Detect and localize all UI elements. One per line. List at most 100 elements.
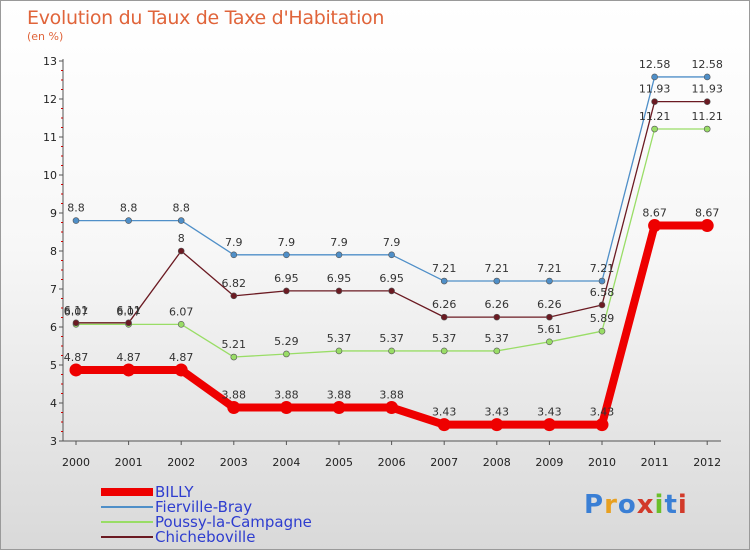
data-label: 7.21 (432, 262, 457, 275)
legend-swatch (101, 521, 153, 523)
data-point (230, 353, 238, 361)
legend-item: Poussy-la-Campagne (101, 513, 361, 531)
data-point (283, 287, 290, 295)
data-point (440, 347, 448, 355)
data-label: 8.67 (695, 207, 720, 220)
y-tick-label: 6 (50, 321, 57, 334)
x-tick-label: 2004 (272, 456, 300, 469)
data-point (598, 327, 606, 335)
legend-item: BILLY (101, 483, 361, 501)
data-label: 3.43 (537, 406, 562, 419)
data-point (177, 217, 185, 224)
data-point (69, 363, 83, 377)
data-point (437, 418, 451, 432)
y-tick-label: 10 (43, 169, 57, 182)
data-label: 8 (178, 232, 185, 245)
data-label: 5.61 (537, 323, 562, 336)
data-label: 6.26 (537, 298, 562, 311)
data-point (227, 401, 241, 415)
x-tick-label: 2011 (641, 456, 669, 469)
data-point (388, 347, 395, 355)
y-tick-label: 8 (50, 245, 57, 258)
x-tick-label: 2005 (325, 456, 353, 469)
data-label: 8.67 (642, 207, 667, 220)
data-point (440, 313, 448, 321)
x-tick-label: 2009 (535, 456, 563, 469)
brand-logo: Proxiti (584, 490, 688, 520)
data-point (332, 401, 346, 415)
data-point (125, 217, 132, 224)
data-point (388, 251, 395, 259)
data-label: 5.21 (222, 338, 247, 351)
data-point (598, 277, 606, 285)
data-label: 6.11 (116, 304, 141, 317)
data-label: 6.26 (485, 298, 510, 311)
data-label: 6.95 (274, 272, 299, 285)
legend-swatch (101, 488, 153, 496)
data-label: 7.21 (485, 262, 510, 275)
brand-letter: i (677, 490, 688, 520)
data-label: 6.82 (222, 277, 247, 290)
data-point (385, 401, 399, 415)
data-label: 6.07 (116, 305, 141, 318)
y-tick-label: 9 (50, 207, 57, 220)
x-tick-label: 2002 (167, 456, 195, 469)
data-label: 5.37 (485, 332, 510, 345)
data-label: 12.58 (691, 58, 723, 71)
brand-letter: o (617, 490, 637, 520)
data-label: 11.21 (691, 110, 723, 123)
data-point (283, 251, 290, 259)
x-tick-label: 2010 (588, 456, 616, 469)
data-label: 5.37 (432, 332, 457, 345)
series-line-fierville-bray (76, 76, 708, 282)
data-label: 3.88 (379, 389, 404, 402)
legend-label: Fierville-Bray (155, 498, 253, 516)
data-label: 5.37 (379, 332, 404, 345)
data-label: 6.26 (432, 298, 457, 311)
legend-label: Poussy-la-Campagne (155, 513, 312, 531)
data-label: 7.9 (278, 236, 296, 249)
data-point (648, 219, 662, 233)
data-label: 11.93 (639, 83, 671, 96)
x-tick-label: 2007 (430, 456, 458, 469)
data-point (546, 313, 553, 321)
data-label: 8.8 (172, 202, 190, 215)
data-point (72, 217, 80, 224)
data-point (335, 347, 343, 355)
brand-letter: r (604, 490, 618, 520)
brand-letter: P (584, 490, 605, 520)
data-point (651, 125, 658, 133)
data-point (440, 277, 448, 285)
brand-letter: i (654, 490, 665, 520)
data-label: 11.93 (691, 83, 723, 96)
data-point (177, 247, 185, 255)
data-point (388, 287, 395, 295)
x-tick-label: 2006 (378, 456, 406, 469)
y-tick-label: 7 (50, 283, 57, 296)
y-tick-label: 5 (50, 359, 57, 372)
data-label: 6.95 (379, 272, 404, 285)
data-label: 3.43 (432, 406, 457, 419)
data-label: 6.07 (169, 305, 194, 318)
x-tick-label: 2001 (115, 456, 143, 469)
data-label: 3.43 (485, 406, 510, 419)
legend-label: BILLY (155, 483, 194, 501)
data-point (72, 319, 80, 327)
data-point (651, 73, 658, 81)
data-label: 7.21 (537, 262, 562, 275)
legend-label: Chicheboville (155, 528, 256, 546)
data-point (542, 418, 556, 432)
data-label: 8.8 (67, 202, 85, 215)
data-label: 7.9 (330, 236, 348, 249)
data-label: 6.95 (327, 272, 352, 285)
y-tick-label: 11 (43, 131, 57, 144)
data-point (490, 418, 504, 432)
data-label: 6.07 (64, 305, 89, 318)
data-point (703, 125, 711, 133)
x-tick-label: 2000 (62, 456, 90, 469)
data-label: 6.11 (64, 304, 89, 317)
chart-subtitle: (en %) (27, 30, 64, 43)
data-point (122, 363, 136, 377)
